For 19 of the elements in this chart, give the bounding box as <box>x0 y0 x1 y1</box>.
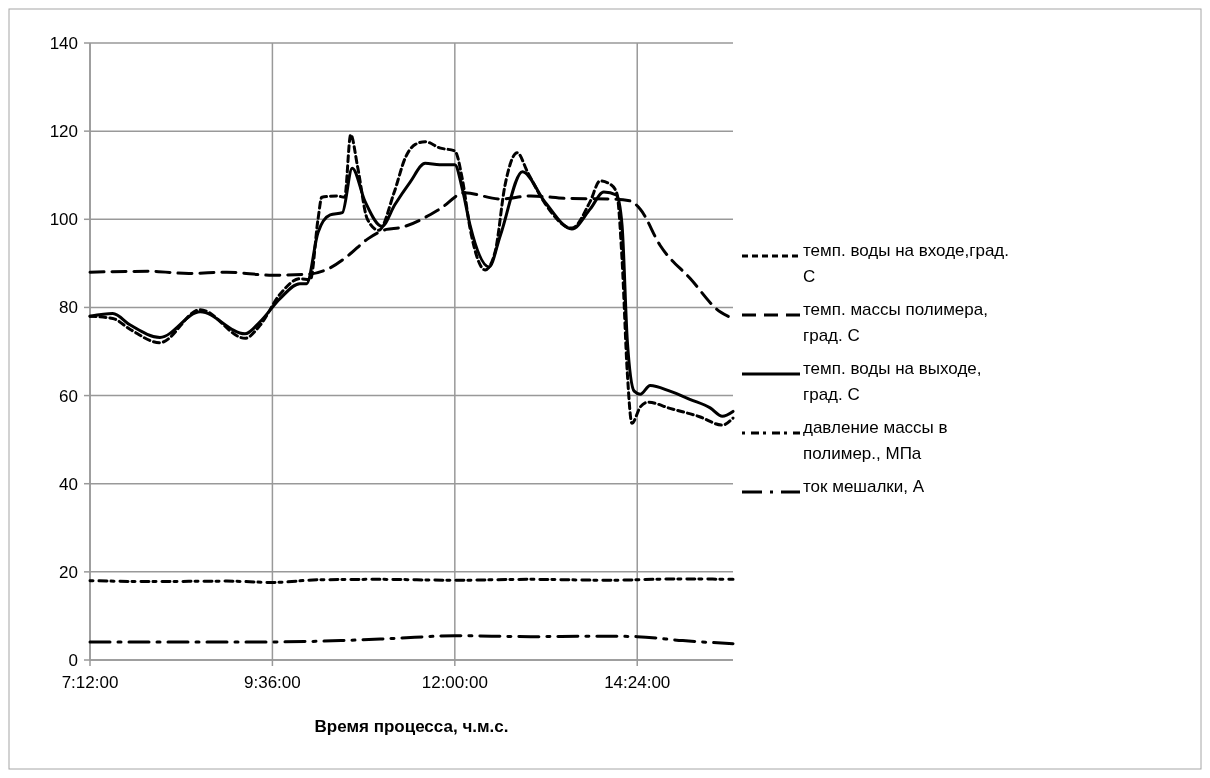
legend-label: давление массы в полимер., МПа <box>803 418 948 463</box>
y-tick-label: 40 <box>59 474 78 494</box>
line-series <box>88 634 735 646</box>
legend-label: темп. массы полимера, град. С <box>803 300 988 345</box>
legend-label: ток мешалки, А <box>803 477 925 496</box>
y-tick-label: 0 <box>68 650 78 670</box>
x-tick-label: 12:00:00 <box>421 673 488 692</box>
x-axis-title: Время процесса, ч.м.с. <box>314 717 509 736</box>
legend-label: темп. воды на входе,град. С <box>803 241 1010 286</box>
legend-label: темп. воды на выходе, град. С <box>803 359 982 404</box>
y-tick-label: 140 <box>49 33 78 53</box>
y-tick-label: 20 <box>59 562 78 582</box>
x-tick-label: 14:24:00 <box>604 673 671 692</box>
y-tick-label: 120 <box>49 122 78 142</box>
y-tick-label: 60 <box>59 386 78 406</box>
y-tick-label: 80 <box>59 298 78 318</box>
y-tick-label: 100 <box>49 210 78 230</box>
x-tick-label: 7:12:00 <box>61 673 119 692</box>
x-tick-label: 9:36:00 <box>244 673 301 692</box>
